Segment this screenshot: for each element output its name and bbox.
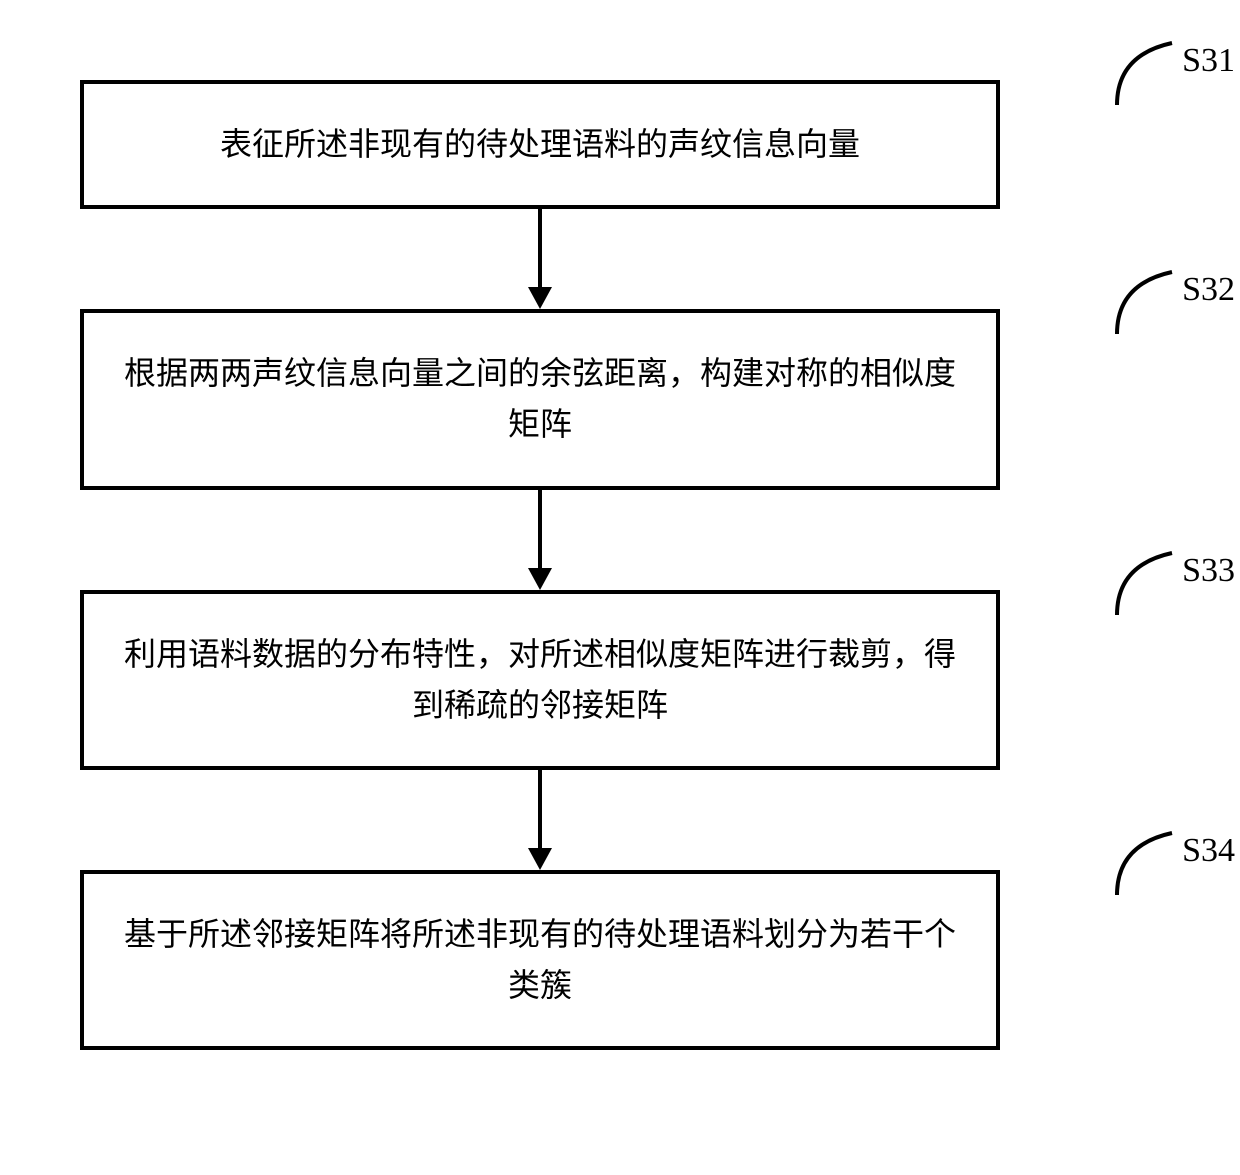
step-box: 基于所述邻接矩阵将所述非现有的待处理语料划分为若干个类簇	[80, 870, 1000, 1050]
step-label-container: S32	[1112, 264, 1240, 339]
step-text: 基于所述邻接矩阵将所述非现有的待处理语料划分为若干个类簇	[124, 909, 956, 1011]
step-label: S33	[1182, 552, 1235, 590]
step-box: 利用语料数据的分布特性，对所述相似度矩阵进行裁剪，得到稀疏的邻接矩阵	[80, 590, 1000, 770]
step-s31: S31 表征所述非现有的待处理语料的声纹信息向量	[80, 80, 1160, 209]
step-text: 利用语料数据的分布特性，对所述相似度矩阵进行裁剪，得到稀疏的邻接矩阵	[124, 629, 956, 731]
arrow-icon	[520, 770, 560, 870]
step-s33: S33 利用语料数据的分布特性，对所述相似度矩阵进行裁剪，得到稀疏的邻接矩阵	[80, 590, 1160, 770]
label-connector-curve	[1112, 35, 1187, 110]
step-label-container: S34	[1112, 825, 1240, 900]
step-s34: S34 基于所述邻接矩阵将所述非现有的待处理语料划分为若干个类簇	[80, 870, 1160, 1050]
step-s32: S32 根据两两声纹信息向量之间的余弦距离，构建对称的相似度矩阵	[80, 309, 1160, 489]
step-text: 表征所述非现有的待处理语料的声纹信息向量	[220, 119, 860, 170]
arrow-icon	[520, 490, 560, 590]
step-box: 表征所述非现有的待处理语料的声纹信息向量	[80, 80, 1000, 209]
label-connector-curve	[1112, 264, 1187, 339]
step-box: 根据两两声纹信息向量之间的余弦距离，构建对称的相似度矩阵	[80, 309, 1000, 489]
label-connector-curve	[1112, 825, 1187, 900]
step-label: S32	[1182, 271, 1235, 309]
step-label-container: S33	[1112, 545, 1240, 620]
step-label: S31	[1182, 42, 1235, 80]
arrow-icon	[520, 209, 560, 309]
step-text: 根据两两声纹信息向量之间的余弦距离，构建对称的相似度矩阵	[124, 348, 956, 450]
step-label: S34	[1182, 832, 1235, 870]
label-connector-curve	[1112, 545, 1187, 620]
step-label-container: S31	[1112, 35, 1240, 110]
flowchart-container: S31 表征所述非现有的待处理语料的声纹信息向量 S32 根据两两声纹信息向量之…	[80, 80, 1160, 1050]
arrow-s31-s32	[80, 209, 1000, 309]
arrow-s33-s34	[80, 770, 1000, 870]
arrow-s32-s33	[80, 490, 1000, 590]
